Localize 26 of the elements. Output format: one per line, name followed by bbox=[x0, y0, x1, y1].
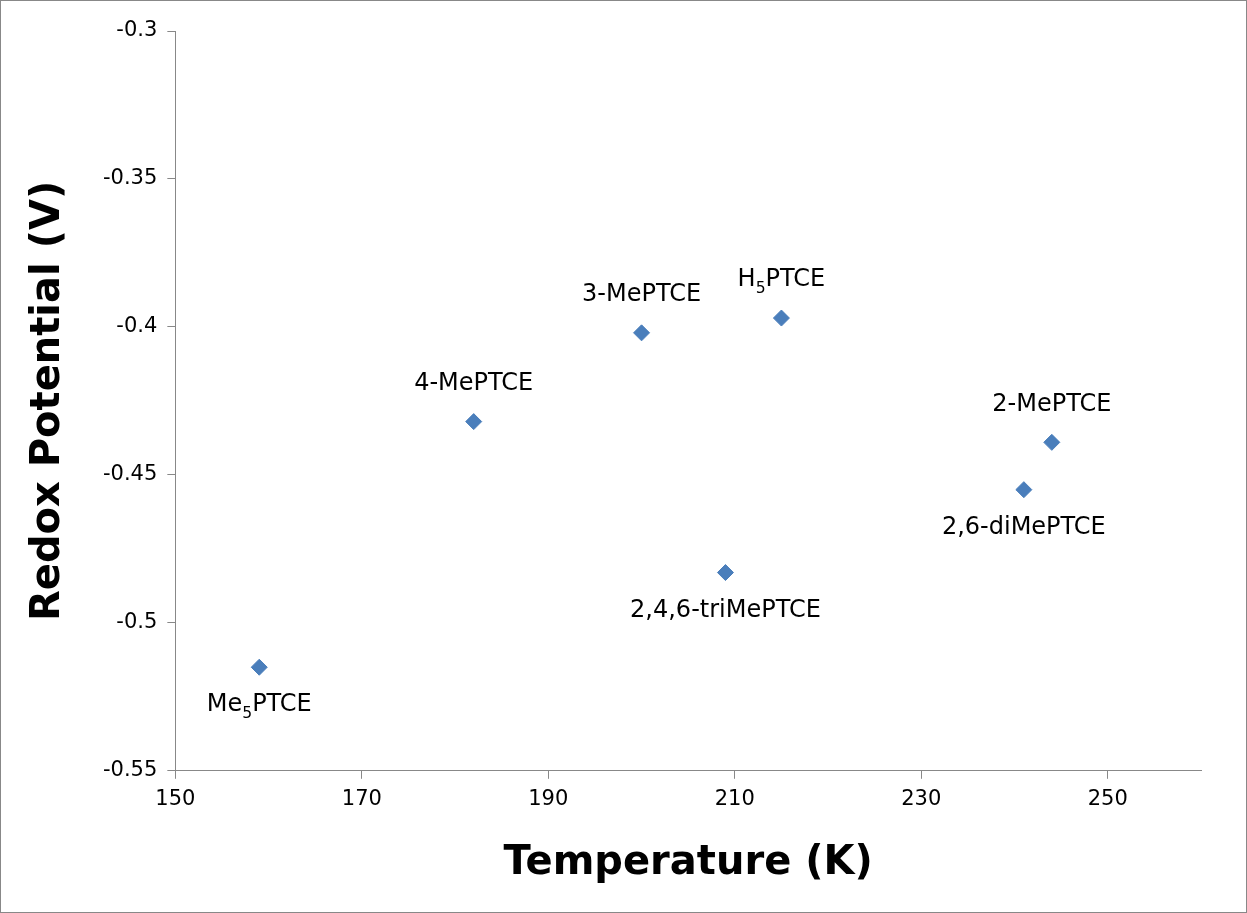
y-tick-label: -0.55 bbox=[102, 757, 158, 782]
point bbox=[716, 564, 734, 582]
point bbox=[250, 658, 268, 676]
x-tick-label: 170 bbox=[341, 785, 382, 810]
annotation: 2,4,6-triMePTCE bbox=[630, 594, 821, 623]
y-tick-label: -0.35 bbox=[102, 165, 158, 190]
annotation: 3-MePTCE bbox=[582, 279, 702, 308]
x-tick-label: 210 bbox=[714, 785, 755, 810]
point bbox=[1043, 433, 1061, 451]
y-axis-title: Redox Potential (V) bbox=[22, 180, 69, 622]
y-tick-label: -0.4 bbox=[116, 313, 158, 338]
point bbox=[772, 309, 790, 327]
x-axis-title: Temperature (K) bbox=[503, 837, 873, 884]
x-tick-label: 150 bbox=[155, 785, 196, 810]
y-tick-label: -0.45 bbox=[102, 461, 158, 486]
annotation: 4-MePTCE bbox=[414, 367, 534, 396]
y-tick-label: -0.5 bbox=[116, 609, 158, 634]
annotation: 2,6-diMePTCE bbox=[941, 511, 1106, 540]
annotation: 2-MePTCE bbox=[992, 388, 1112, 417]
x-tick-label: 230 bbox=[901, 785, 942, 810]
x-tick-label: 190 bbox=[528, 785, 569, 810]
point bbox=[465, 413, 483, 431]
point bbox=[1015, 481, 1033, 499]
x-tick-label: 250 bbox=[1087, 785, 1128, 810]
point bbox=[633, 324, 651, 342]
y-tick-label: -0.3 bbox=[116, 17, 158, 42]
